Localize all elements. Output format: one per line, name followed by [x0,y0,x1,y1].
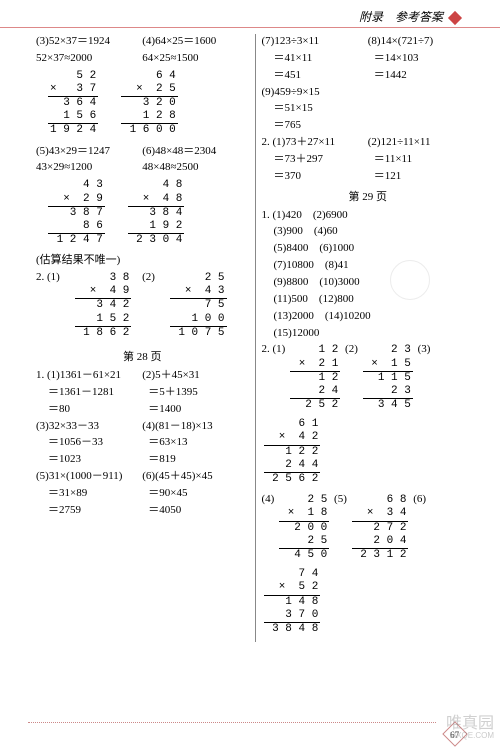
r-q2-4: ＝11×11 [374,152,474,167]
vmult-q2-1: 3 8× 4 9 3 4 2 1 5 2 1 8 6 2 [75,272,132,340]
s28-3b: ＝1400 [148,402,248,417]
vmult-r2: 2 3× 1 5 1 1 5 2 3 3 4 5 [363,344,413,412]
s28-9a: ＝2759 [48,503,148,518]
problem-5: (5)43×29＝1247 [36,144,142,159]
r-q2-lbl3: (3) [418,343,431,355]
s28-6a: ＝1023 [48,452,148,467]
vmult-r4: 2 5× 1 8 2 0 0 2 5 4 5 0 [279,494,329,562]
s28-8b: ＝90×45 [148,486,248,501]
q2-vertical: 2. (1) 3 8× 4 9 3 4 2 1 5 2 1 8 6 2 (2) … [36,270,249,344]
list-2: (5)8400 (6)1000 [262,241,475,256]
header-text: 附录 参考答案 [359,10,443,24]
prob-5-6: (5)43×29＝1247 (6)48×48＝2304 [36,144,249,159]
r-q2-row1: 2. (1) 1 2× 2 1 1 2 2 4 2 5 2 (2) 2 3× 1… [262,342,475,490]
s28-5a: ＝1056－33 [48,435,148,450]
problem-3: (3)52×37＝1924 [36,34,142,49]
vmult-r5: 6 8× 3 4 2 7 2 2 0 4 2 3 1 2 [352,494,409,562]
vmult-4: 6 4× 2 5 3 2 0 1 2 8 1 6 0 0 [121,70,178,138]
r-8c: ＝1442 [374,68,474,83]
r-9c: ＝765 [262,118,475,133]
r-q2-3: ＝73＋297 [274,152,374,167]
watermark-main: 唯真园 [446,715,494,732]
section-28-title: 第 28 页 [36,348,249,364]
s28-3a: ＝80 [48,402,148,417]
list-6: (13)2000 (14)10200 [262,309,475,324]
approx-3: 52×37≈2000 [36,51,142,66]
vmult-r6: 7 4× 5 2 1 4 8 3 7 0 3 8 4 8 [264,568,321,636]
r-8b: ＝14×103 [374,51,474,66]
approx-3-4: 52×37≈2000 64×25≈1500 [36,51,249,66]
vertical-3-4: 5 2× 3 7 3 6 41 5 6 1 9 2 4 6 4× 2 5 3 2… [36,68,249,142]
list-0: 1. (1)420 (2)6900 [262,208,475,223]
vmult-3: 5 2× 3 7 3 6 41 5 6 1 9 2 4 [48,70,98,138]
r-q2-6: ＝121 [374,169,474,184]
list-7: (15)12000 [262,326,475,341]
r-7: (7)123÷3×11 [262,34,368,49]
approx-4: 64×25≈1500 [142,51,248,66]
r-8: (8)14×(721÷7) [368,34,474,49]
r-q2-lbl4: (4) [262,493,275,505]
s28-7b: (6)(45＋45)×45 [142,469,248,484]
vmult-r3: 6 1× 4 2 1 2 2 2 4 4 2 5 6 2 [264,418,321,486]
approx-5-6: 43×29≈1200 48×48≈2500 [36,160,249,175]
faint-seal-icon [390,260,430,300]
r-q2-row2: (4) 2 5× 1 8 2 0 0 2 5 4 5 0 (5) 6 8× 3 … [262,492,475,640]
r-9b: ＝51×15 [262,101,475,116]
s28-9b: ＝4050 [148,503,248,518]
problem-4: (4)64×25＝1600 [142,34,248,49]
right-column: (7)123÷3×11(8)14×(721÷7) ＝41×11＝14×103 ＝… [256,34,481,642]
estimate-note: (估算结果不唯一) [36,253,249,268]
vmult-q2-2: 2 5× 4 3 7 5 1 0 0 1 0 7 5 [170,272,227,340]
watermark-sub: MXQE.COM [446,732,494,741]
r-q2-lbl1: 2. (1) [262,343,286,355]
vmult-5: 4 3× 2 9 3 8 7 8 6 1 2 4 7 [48,179,105,247]
left-column: (3)52×37＝1924 (4)64×25＝1600 52×37≈2000 6… [30,34,256,642]
page-footer: 67 [0,722,500,743]
approx-6: 48×48≈2500 [142,160,248,175]
r-q2-lbl5: (5) [334,493,347,505]
q2-label-1: 2. (1) [36,271,60,283]
r-q2-5: ＝370 [274,169,374,184]
s28-2b: ＝5＋1395 [148,385,248,400]
header-diamond-icon [448,11,462,25]
section-29-title: 第 29 页 [262,188,475,204]
vmult-6: 4 8× 4 8 3 8 4 1 9 2 2 3 0 4 [128,179,185,247]
s28-6b: ＝819 [148,452,248,467]
s28-5b: ＝63×13 [148,435,248,450]
list-1: (3)900 (4)60 [262,224,475,239]
r-q2-lbl6: (6) [413,493,426,505]
list-3: (7)10800 (8)41 [262,258,475,273]
page-body: (3)52×37＝1924 (4)64×25＝1600 52×37≈2000 6… [0,30,500,642]
s28-4b: (4)(81－18)×13 [142,419,248,434]
page-header: 附录 参考答案 [0,0,500,28]
r-q2-1: 2. (1)73＋27×11 [262,135,368,150]
r-9: (9)459÷9×15 [262,85,475,100]
s28-7a: (5)31×(1000－911) [36,469,142,484]
approx-5: 43×29≈1200 [36,160,142,175]
r-q2-lbl2: (2) [345,343,358,355]
list-4: (9)8800 (10)3000 [262,275,475,290]
watermark: 唯真园 MXQE.COM [446,715,494,741]
r-q2-2: (2)121÷11×11 [368,135,474,150]
r-7c: ＝451 [274,68,374,83]
s28-1b: (2)5＋45×31 [142,368,248,383]
r-7b: ＝41×11 [274,51,374,66]
s28-2a: ＝1361－1281 [48,385,148,400]
s28-8a: ＝31×89 [48,486,148,501]
footer-dots [28,722,436,723]
prob-3-4: (3)52×37＝1924 (4)64×25＝1600 [36,34,249,49]
list-5: (11)500 (12)800 [262,292,475,307]
s28-1a: 1. (1)1361－61×21 [36,368,142,383]
s28-4a: (3)32×33－33 [36,419,142,434]
vmult-r1: 1 2× 2 1 1 2 2 4 2 5 2 [290,344,340,412]
problem-6: (6)48×48＝2304 [142,144,248,159]
q2-label-2: (2) [142,271,155,283]
vertical-5-6: 4 3× 2 9 3 8 7 8 6 1 2 4 7 4 8× 4 8 3 8 … [36,177,249,251]
